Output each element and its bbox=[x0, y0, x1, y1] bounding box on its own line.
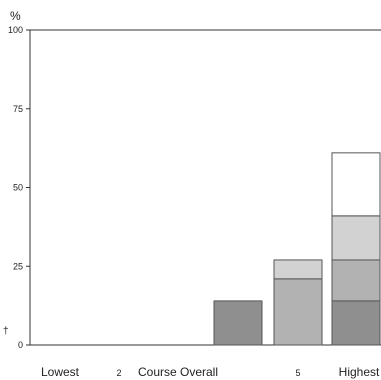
x-tick-label: 5 bbox=[295, 368, 300, 378]
bar-segment bbox=[331, 300, 381, 346]
x-tick-label: 2 bbox=[116, 368, 121, 378]
x-tick-label: Course Overall bbox=[138, 365, 218, 379]
bar-segment bbox=[331, 152, 381, 217]
y-tick-label: 100 bbox=[8, 25, 23, 35]
bar-segment bbox=[273, 278, 323, 346]
y-tick-label: 0 bbox=[18, 340, 23, 350]
bar-segment bbox=[213, 300, 263, 346]
bars bbox=[213, 152, 381, 346]
bar-segment bbox=[331, 215, 381, 261]
y-axis-unit-label: % bbox=[10, 9, 21, 23]
plot-frame bbox=[29, 29, 381, 346]
side-marker: † bbox=[3, 326, 9, 337]
y-tick-label: 50 bbox=[13, 183, 23, 193]
y-tick-label: 25 bbox=[13, 261, 23, 271]
y-tick-label: 75 bbox=[13, 104, 23, 114]
x-tick-label: Highest bbox=[339, 365, 380, 379]
y-axis: 0 25 50 75 100 bbox=[8, 25, 30, 350]
x-axis: Lowest 2 Course Overall 5 Highest bbox=[41, 365, 380, 379]
bar-segment bbox=[273, 259, 323, 280]
x-tick-label: Lowest bbox=[41, 365, 80, 379]
bar-segment bbox=[331, 259, 381, 302]
